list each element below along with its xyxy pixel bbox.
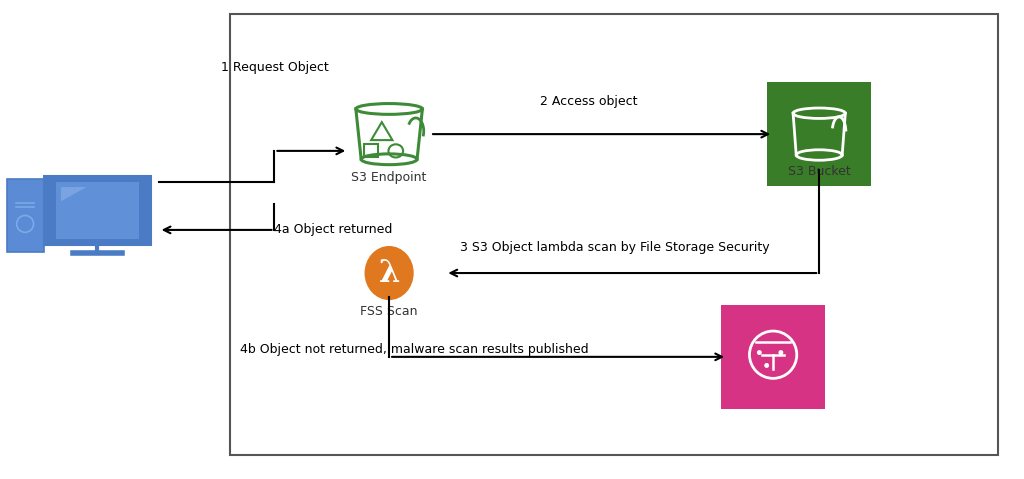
FancyBboxPatch shape	[7, 179, 43, 252]
Text: 4b Object not returned, malware scan results published: 4b Object not returned, malware scan res…	[241, 343, 589, 356]
Text: FSS Scan: FSS Scan	[360, 305, 418, 318]
FancyBboxPatch shape	[230, 14, 998, 455]
Ellipse shape	[757, 350, 762, 355]
Text: 2 Access object: 2 Access object	[540, 95, 638, 108]
Text: 3 S3 Object lambda scan by File Storage Security: 3 S3 Object lambda scan by File Storage …	[460, 241, 769, 254]
Text: 4a Object returned: 4a Object returned	[274, 223, 393, 236]
Ellipse shape	[764, 363, 769, 368]
FancyBboxPatch shape	[43, 176, 152, 244]
Ellipse shape	[365, 246, 414, 300]
FancyBboxPatch shape	[767, 82, 871, 186]
FancyBboxPatch shape	[55, 182, 139, 239]
Text: 1 Request Object: 1 Request Object	[220, 61, 329, 74]
Polygon shape	[61, 187, 86, 201]
Ellipse shape	[778, 350, 783, 355]
Text: S3 Endpoint: S3 Endpoint	[351, 171, 427, 184]
Text: λ: λ	[379, 258, 399, 288]
Text: S3 Bucket: S3 Bucket	[787, 165, 851, 178]
FancyBboxPatch shape	[721, 305, 825, 409]
